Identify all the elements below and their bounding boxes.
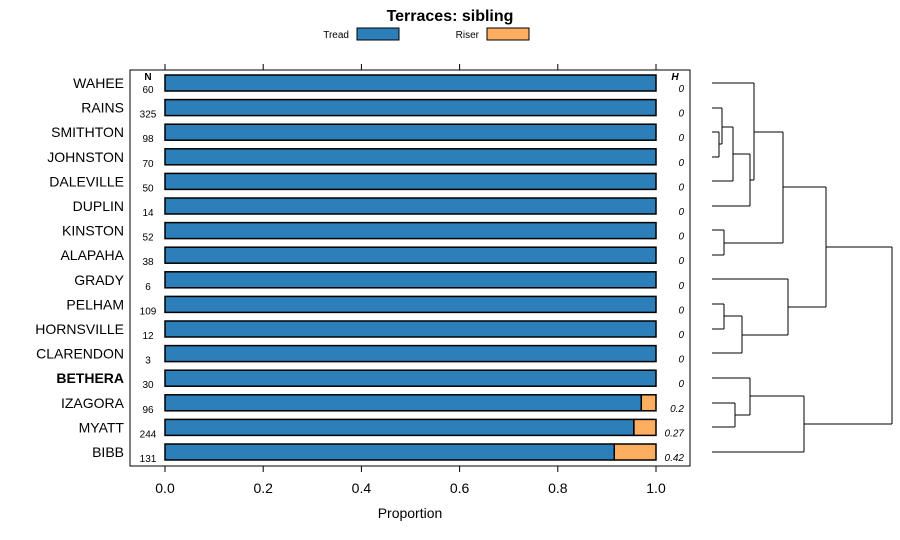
h-value: 0.42: [665, 453, 685, 464]
n-value: 50: [142, 183, 154, 194]
h-value: 0: [678, 330, 684, 341]
n-value: 6: [145, 282, 151, 293]
bar-tread: [164, 320, 657, 338]
bar-tread: [164, 172, 657, 191]
bar-tread: [164, 74, 657, 92]
category-label: CLARENDON: [36, 346, 124, 362]
category-label: BETHERA: [56, 370, 124, 386]
n-value: 70: [142, 159, 154, 170]
axes: 0.0 0.2 0.4 0.6 0.8 1.0: [155, 64, 666, 496]
n-value: 325: [140, 110, 157, 121]
bar-tread: [164, 443, 616, 461]
bar-tread: [164, 148, 657, 166]
h-value: 0: [678, 109, 684, 120]
category-label: KINSTON: [62, 223, 124, 239]
bar-tread: [164, 295, 657, 314]
bar-tread: [164, 246, 657, 264]
legend-swatch-tread: [356, 27, 400, 41]
category-label: DALEVILLE: [49, 173, 124, 189]
n-header: N: [144, 72, 151, 83]
bar-tread: [164, 344, 657, 363]
h-value: 0: [678, 305, 684, 316]
h-value: 0: [678, 256, 684, 267]
dendrogram-branch: [712, 187, 892, 354]
n-value: 52: [142, 233, 154, 244]
dendrogram-branch: [712, 247, 893, 453]
bar-riser: [633, 418, 657, 437]
x-axis-label: Proportion: [378, 505, 443, 521]
h-value: 0.2: [670, 404, 684, 415]
h-value: 0: [678, 133, 684, 144]
bar-tread: [164, 197, 657, 215]
chart-title: Terraces: sibling: [387, 8, 514, 25]
x-tick-label: 0.6: [450, 480, 470, 496]
h-value: 0: [678, 379, 684, 390]
dendrogram-branch: [712, 132, 826, 256]
dendrogram: [712, 82, 893, 453]
h-value: 0: [678, 158, 684, 169]
category-label: IZAGORA: [61, 395, 125, 411]
category-label: GRADY: [74, 272, 124, 288]
bar-tread: [164, 98, 657, 117]
category-label: MYATT: [79, 419, 125, 435]
category-label: HORNSVILLE: [35, 321, 124, 337]
category-label: RAINS: [81, 100, 124, 116]
category-label: BIBB: [92, 444, 124, 460]
dendrogram-branch: [712, 82, 783, 207]
n-value: 131: [140, 454, 157, 465]
n-value: 244: [140, 429, 157, 440]
legend-swatch-riser: [486, 27, 530, 41]
category-label: ALAPAHA: [60, 247, 124, 263]
x-tick-label: 0.2: [253, 480, 273, 496]
category-label: JOHNSTON: [47, 149, 124, 165]
legend: Tread Riser: [323, 27, 530, 41]
bar-tread: [164, 394, 643, 412]
h-header: H: [671, 72, 679, 83]
x-tick-label: 0.8: [548, 480, 568, 496]
bar-tread: [164, 221, 657, 240]
legend-label: Tread: [323, 30, 349, 41]
category-label: SMITHTON: [51, 124, 124, 140]
bar-riser: [640, 394, 657, 412]
n-value: 60: [142, 85, 154, 96]
n-value: 38: [142, 257, 154, 268]
bar-tread: [164, 369, 657, 387]
n-value: 96: [142, 405, 154, 416]
h-value: 0: [678, 207, 684, 218]
category-label: WAHEE: [73, 75, 124, 91]
x-tick-label: 1.0: [646, 480, 666, 496]
x-tick-label: 0.0: [155, 480, 175, 496]
n-value: 3: [145, 356, 151, 367]
bar-tread: [164, 418, 635, 437]
legend-label: Riser: [456, 30, 480, 41]
plot-panel: [129, 69, 691, 467]
h-value: 0: [678, 355, 684, 366]
h-value: 0: [678, 84, 684, 95]
bar-riser: [613, 443, 657, 461]
category-label: PELHAM: [66, 296, 124, 312]
category-label: DUPLIN: [73, 198, 124, 214]
n-value: 12: [142, 331, 154, 342]
h-value: 0: [678, 232, 684, 243]
h-value: 0: [678, 281, 684, 292]
n-value: 14: [142, 208, 154, 219]
n-value: 109: [140, 306, 157, 317]
h-value: 0: [678, 182, 684, 193]
n-value: 98: [142, 134, 154, 145]
h-value: 0.27: [665, 428, 685, 439]
bar-tread: [164, 123, 657, 141]
bar-tread: [164, 271, 657, 289]
n-value: 30: [142, 380, 154, 391]
x-tick-label: 0.4: [352, 480, 372, 496]
